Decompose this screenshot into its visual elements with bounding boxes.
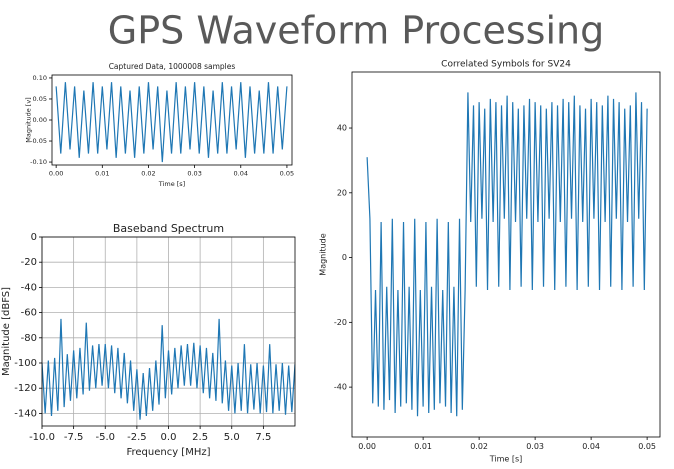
y-tick-label: 20	[337, 188, 347, 197]
y-tick-label: 0	[31, 232, 37, 243]
x-axis-label: Time [s]	[158, 180, 185, 188]
x-tick-label: 0.02	[141, 170, 155, 178]
axes-frame	[351, 71, 661, 438]
y-tick-label: -20	[21, 257, 37, 268]
y-axis-label: Magnitude [v]	[25, 97, 33, 142]
y-tick-label: -80	[21, 333, 37, 344]
x-tick-label: 0.04	[234, 170, 248, 178]
x-tick-label: 0.03	[526, 442, 544, 451]
y-tick-label: -60	[21, 308, 37, 319]
x-tick-label: 0.0	[161, 432, 177, 443]
y-tick-label: -40	[334, 383, 347, 392]
chart-title: Baseband Spectrum	[113, 222, 224, 235]
chart-title: Correlated Symbols for SV24	[441, 60, 571, 70]
x-tick-label: 0.01	[95, 170, 109, 178]
x-tick-label: -5.0	[95, 432, 115, 443]
y-tick-label: 0.10	[33, 74, 47, 82]
x-tick-label: 0.02	[470, 442, 488, 451]
x-tick-label: -10.0	[29, 432, 55, 443]
y-tick-label: -0.05	[30, 137, 47, 145]
x-axis-label: Time [s]	[489, 455, 523, 464]
x-tick-label: 5.0	[224, 432, 240, 443]
x-axis-label: Frequency [MHz]	[126, 447, 210, 458]
y-tick-label: -140	[14, 408, 37, 419]
x-tick-label: 0.00	[49, 170, 63, 178]
x-tick-label: 0.04	[582, 442, 600, 451]
y-axis-label: Magnitude [dBFS]	[1, 287, 12, 376]
y-tick-label: 0.05	[33, 95, 47, 103]
x-tick-label: 0.01	[414, 442, 432, 451]
y-axis-label: Magnitude	[319, 233, 328, 275]
y-tick-label: 40	[337, 124, 347, 133]
axes-frame	[51, 74, 293, 166]
series-line	[55, 82, 288, 163]
x-tick-label: 7.5	[255, 432, 271, 443]
y-tick-label: 0	[342, 253, 347, 262]
x-tick-label: 0.05	[280, 170, 294, 178]
y-tick-label: -120	[14, 383, 37, 394]
y-tick-label: -0.10	[30, 158, 47, 166]
x-tick-label: 0.00	[358, 442, 376, 451]
x-tick-label: -2.5	[127, 432, 147, 443]
x-tick-label: 2.5	[192, 432, 208, 443]
slide-title: GPS Waveform Processing	[108, 9, 604, 53]
series-line	[42, 318, 295, 420]
y-tick-label: 0.00	[33, 116, 47, 124]
x-tick-label: 0.03	[187, 170, 201, 178]
x-tick-label: -7.5	[64, 432, 84, 443]
y-tick-label: -100	[14, 358, 37, 369]
chart-title: Captured Data, 1000008 samples	[109, 62, 236, 71]
axes-frame	[41, 236, 296, 427]
y-tick-label: -20	[334, 318, 347, 327]
y-tick-label: -40	[21, 282, 37, 293]
x-tick-label: 0.05	[638, 442, 656, 451]
series-line	[366, 92, 648, 417]
